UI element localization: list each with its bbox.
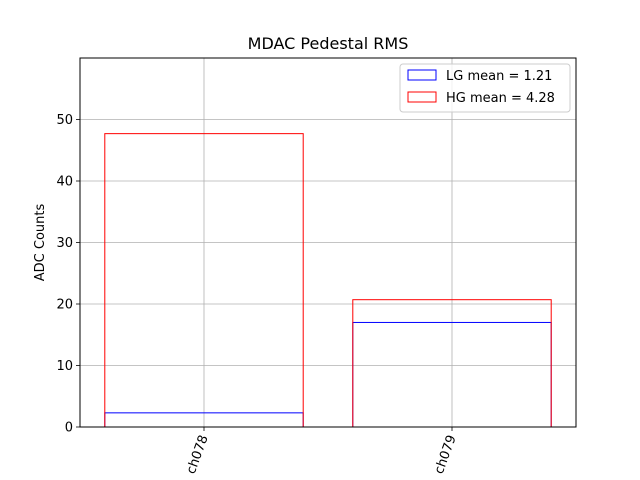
y-tick-label: 0 [65, 421, 73, 436]
y-axis-label: ADC Counts [33, 204, 48, 282]
y-tick-label: 10 [56, 359, 73, 374]
y-tick-label: 40 [56, 175, 73, 190]
legend: LG mean = 1.21 HG mean = 4.28 [399, 63, 571, 113]
y-tick-label: 50 [56, 113, 73, 128]
legend-label-lg: LG mean = 1.21 [446, 69, 552, 84]
y-tick-label: 20 [56, 298, 73, 313]
legend-swatch-hg [407, 91, 437, 103]
legend-label-hg: HG mean = 4.28 [446, 91, 555, 106]
chart-title: MDAC Pedestal RMS [248, 34, 409, 53]
y-axis-ticks: 0 10 20 30 40 50 [56, 113, 80, 436]
y-tick-label: 30 [56, 236, 73, 251]
legend-frame [399, 63, 571, 113]
legend-swatch-lg [407, 69, 437, 81]
